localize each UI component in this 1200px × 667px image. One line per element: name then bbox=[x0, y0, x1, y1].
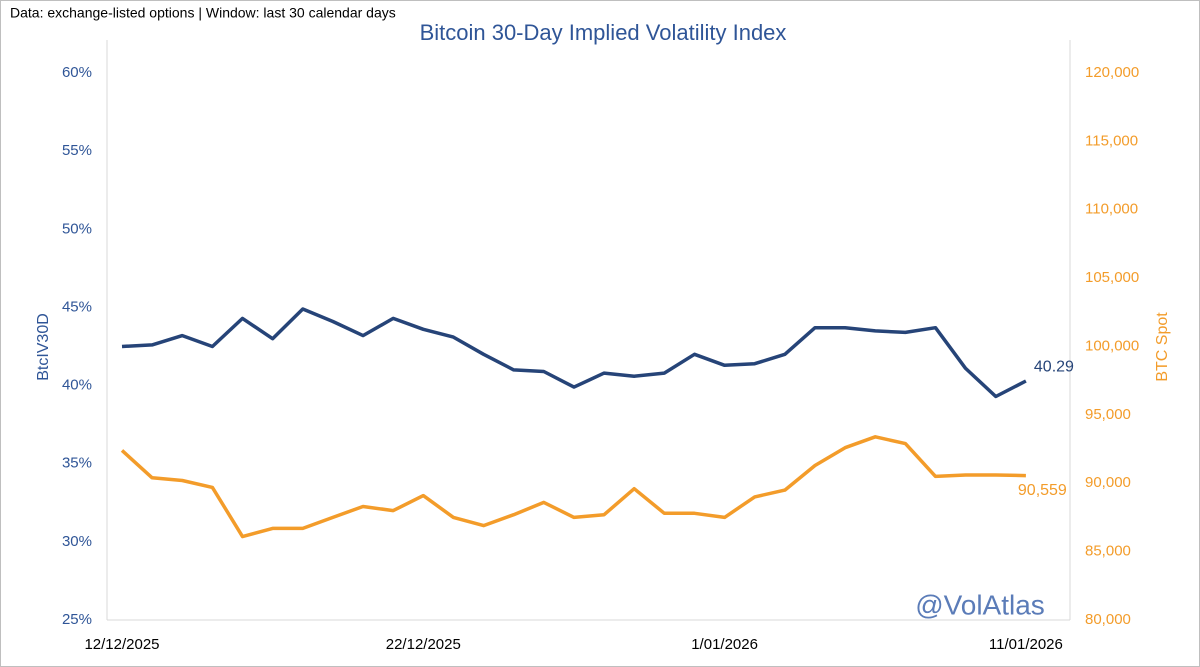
x-tick-label: 12/12/2025 bbox=[84, 636, 159, 653]
end-value-label: 40.29 bbox=[1034, 358, 1074, 375]
y2-tick-label: 105,000 bbox=[1085, 269, 1139, 286]
y2-tick-label: 100,000 bbox=[1085, 337, 1139, 354]
y-tick-label: 25% bbox=[62, 611, 92, 628]
x-tick-label: 1/01/2026 bbox=[691, 636, 758, 653]
y2-tick-label: 95,000 bbox=[1085, 406, 1131, 423]
y-tick-label: 45% bbox=[62, 298, 92, 315]
y-tick-label: 40% bbox=[62, 377, 92, 394]
y-tick-label: 60% bbox=[62, 64, 92, 81]
chart-title: Bitcoin 30-Day Implied Volatility Index bbox=[420, 20, 787, 45]
y-tick-label: 35% bbox=[62, 455, 92, 472]
y-axis-label: BtcIV30D bbox=[35, 313, 52, 381]
end-value-label: 90,559 bbox=[1018, 482, 1067, 499]
y2-tick-label: 120,000 bbox=[1085, 64, 1139, 81]
series-line bbox=[121, 307, 1027, 399]
y2-tick-label: 90,000 bbox=[1085, 474, 1131, 491]
y2-axis-label: BTC Spot bbox=[1154, 312, 1171, 382]
series-line bbox=[120, 435, 1026, 539]
y2-tick-label: 85,000 bbox=[1085, 543, 1131, 560]
y2-tick-label: 110,000 bbox=[1085, 201, 1138, 218]
watermark: @VolAtlas bbox=[915, 589, 1045, 620]
y-tick-label: 50% bbox=[62, 220, 92, 237]
y2-tick-label: 115,000 bbox=[1085, 132, 1138, 149]
x-tick-label: 11/01/2026 bbox=[989, 636, 1063, 653]
x-tick-label: 22/12/2025 bbox=[386, 636, 461, 653]
y2-tick-label: 80,000 bbox=[1085, 611, 1131, 628]
subtitle: Data: exchange-listed options | Window: … bbox=[10, 5, 396, 21]
y-tick-label: 55% bbox=[62, 142, 92, 159]
y-tick-label: 30% bbox=[62, 533, 92, 550]
